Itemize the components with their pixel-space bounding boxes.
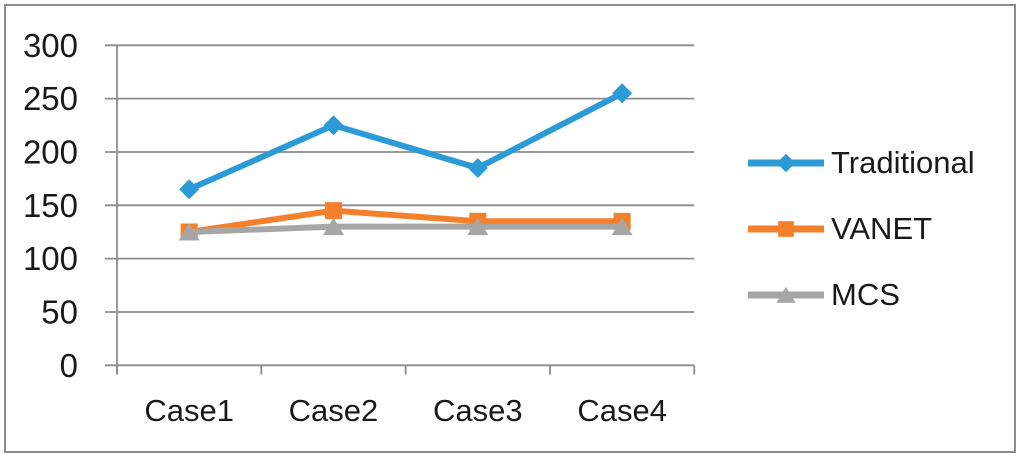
legend-label-mcs: MCS <box>831 277 900 312</box>
legend-swatch-traditional <box>748 153 824 172</box>
x-category-label-case4: Case4 <box>577 393 667 428</box>
data-point-mcs-case2 <box>322 217 344 236</box>
legend-marker-vanet <box>778 220 794 237</box>
data-point-mcs-case4 <box>611 217 633 236</box>
data-point-traditional-case2 <box>323 115 344 136</box>
data-point-traditional-case4 <box>612 83 633 104</box>
y-tick-label-150: 150 <box>23 187 78 224</box>
legend-item-vanet: VANET <box>746 210 975 247</box>
x-category-label-case3: Case3 <box>433 393 523 428</box>
y-tick-label-50: 50 <box>41 293 78 330</box>
y-tick-label-300: 300 <box>23 27 78 64</box>
data-point-traditional-case1 <box>179 179 200 200</box>
legend-item-traditional: Traditional <box>746 144 975 181</box>
y-tick-label-250: 250 <box>23 80 78 117</box>
legend-marker-traditional <box>776 153 796 172</box>
data-point-vanet-case2 <box>324 202 342 220</box>
series-layer <box>178 83 633 241</box>
legend-label-traditional: Traditional <box>831 145 975 180</box>
x-category-label-case2: Case2 <box>289 393 379 428</box>
gridlines-layer <box>105 44 695 367</box>
legend-swatch-mcs <box>748 286 824 303</box>
y-tick-label-0: 0 <box>60 347 78 384</box>
y-tick-label-100: 100 <box>23 240 78 277</box>
series-line-traditional <box>186 90 626 193</box>
y-tick-label-200: 200 <box>23 133 78 170</box>
data-point-traditional-case3 <box>467 157 488 178</box>
legend-item-mcs: MCS <box>746 276 975 313</box>
data-point-mcs-case3 <box>467 217 489 236</box>
legend-marker-mcs <box>776 286 796 303</box>
x-category-label-case1: Case1 <box>144 393 234 428</box>
series-line-vanet <box>186 207 626 235</box>
legend-label-vanet: VANET <box>831 211 933 246</box>
axes-layer <box>116 45 696 375</box>
legend-swatch-vanet <box>748 220 824 237</box>
series-line-mcs <box>186 223 626 235</box>
data-point-mcs-case1 <box>178 222 200 241</box>
axis-labels-layer: 0 50 100 150 200 250 300 Case1 Case2 Case3 Case4 <box>23 27 667 428</box>
chart-legend: Traditional VANET MCS <box>746 144 975 313</box>
